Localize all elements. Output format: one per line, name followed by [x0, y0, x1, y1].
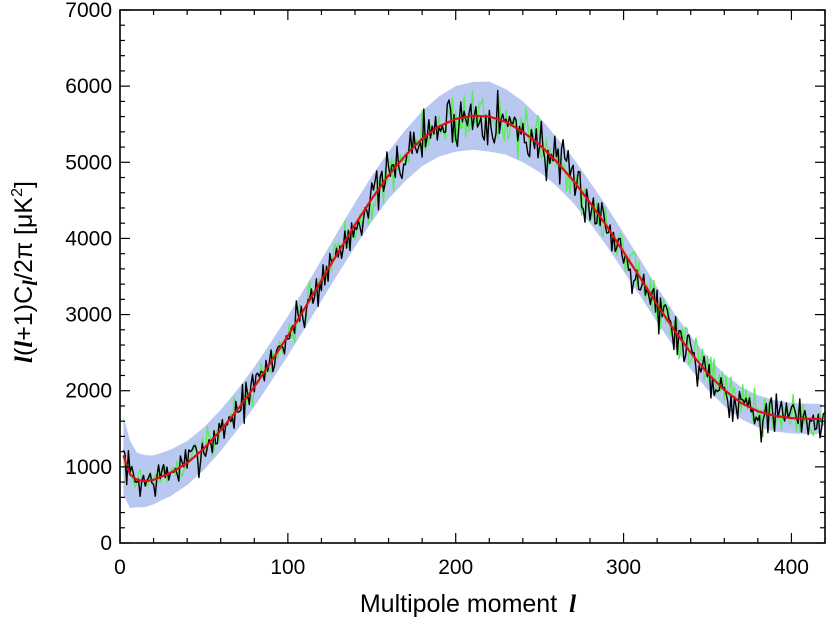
y-tick-label: 1000: [65, 456, 112, 479]
x-tick-label: 400: [774, 556, 809, 579]
y-label-symbol-3: l: [18, 280, 42, 286]
y-tick-label: 6000: [65, 75, 112, 98]
plot-clipped-group: [122, 81, 825, 508]
model-curve: [122, 114, 822, 483]
y-label-part-1: (: [10, 347, 38, 356]
plot-area: [122, 81, 825, 508]
x-tick-label: 100: [270, 556, 305, 579]
tick-labels: 0 100 200 300 400010002000300040005000600070…: [65, 0, 809, 579]
plot-frame: [119, 9, 826, 544]
x-tick-label: 300: [606, 556, 641, 579]
axes: [119, 9, 826, 544]
x-tick-label: 0: [114, 556, 126, 579]
y-tick-label: 0: [100, 532, 112, 555]
y-tick-label: 5000: [65, 151, 112, 174]
y-label-superscript: 2: [9, 188, 26, 197]
y-label-symbol-2: l: [11, 341, 38, 348]
y-tick-label: 7000: [65, 0, 112, 22]
y-axis-label: l(l+1)Cl/2π [μK2]: [9, 181, 42, 363]
x-axis-label: Multipole moment l: [360, 590, 576, 618]
y-label-part-3: /2π [μK: [10, 197, 38, 280]
series-line-alternate: [122, 90, 825, 488]
x-axis-label-text: Multipole moment: [360, 590, 557, 618]
y-label-symbol-1: l: [11, 356, 38, 363]
y-tick-label: 4000: [65, 227, 112, 250]
x-axis-label-symbol: l: [569, 591, 576, 618]
y-label-part-2: +1)C: [10, 286, 38, 341]
y-tick-label: 3000: [65, 304, 112, 327]
x-tick-label: 200: [438, 556, 473, 579]
y-label-close: ]: [10, 181, 38, 188]
y-tick-label: 2000: [65, 380, 112, 403]
uncertainty-band: [123, 81, 822, 508]
